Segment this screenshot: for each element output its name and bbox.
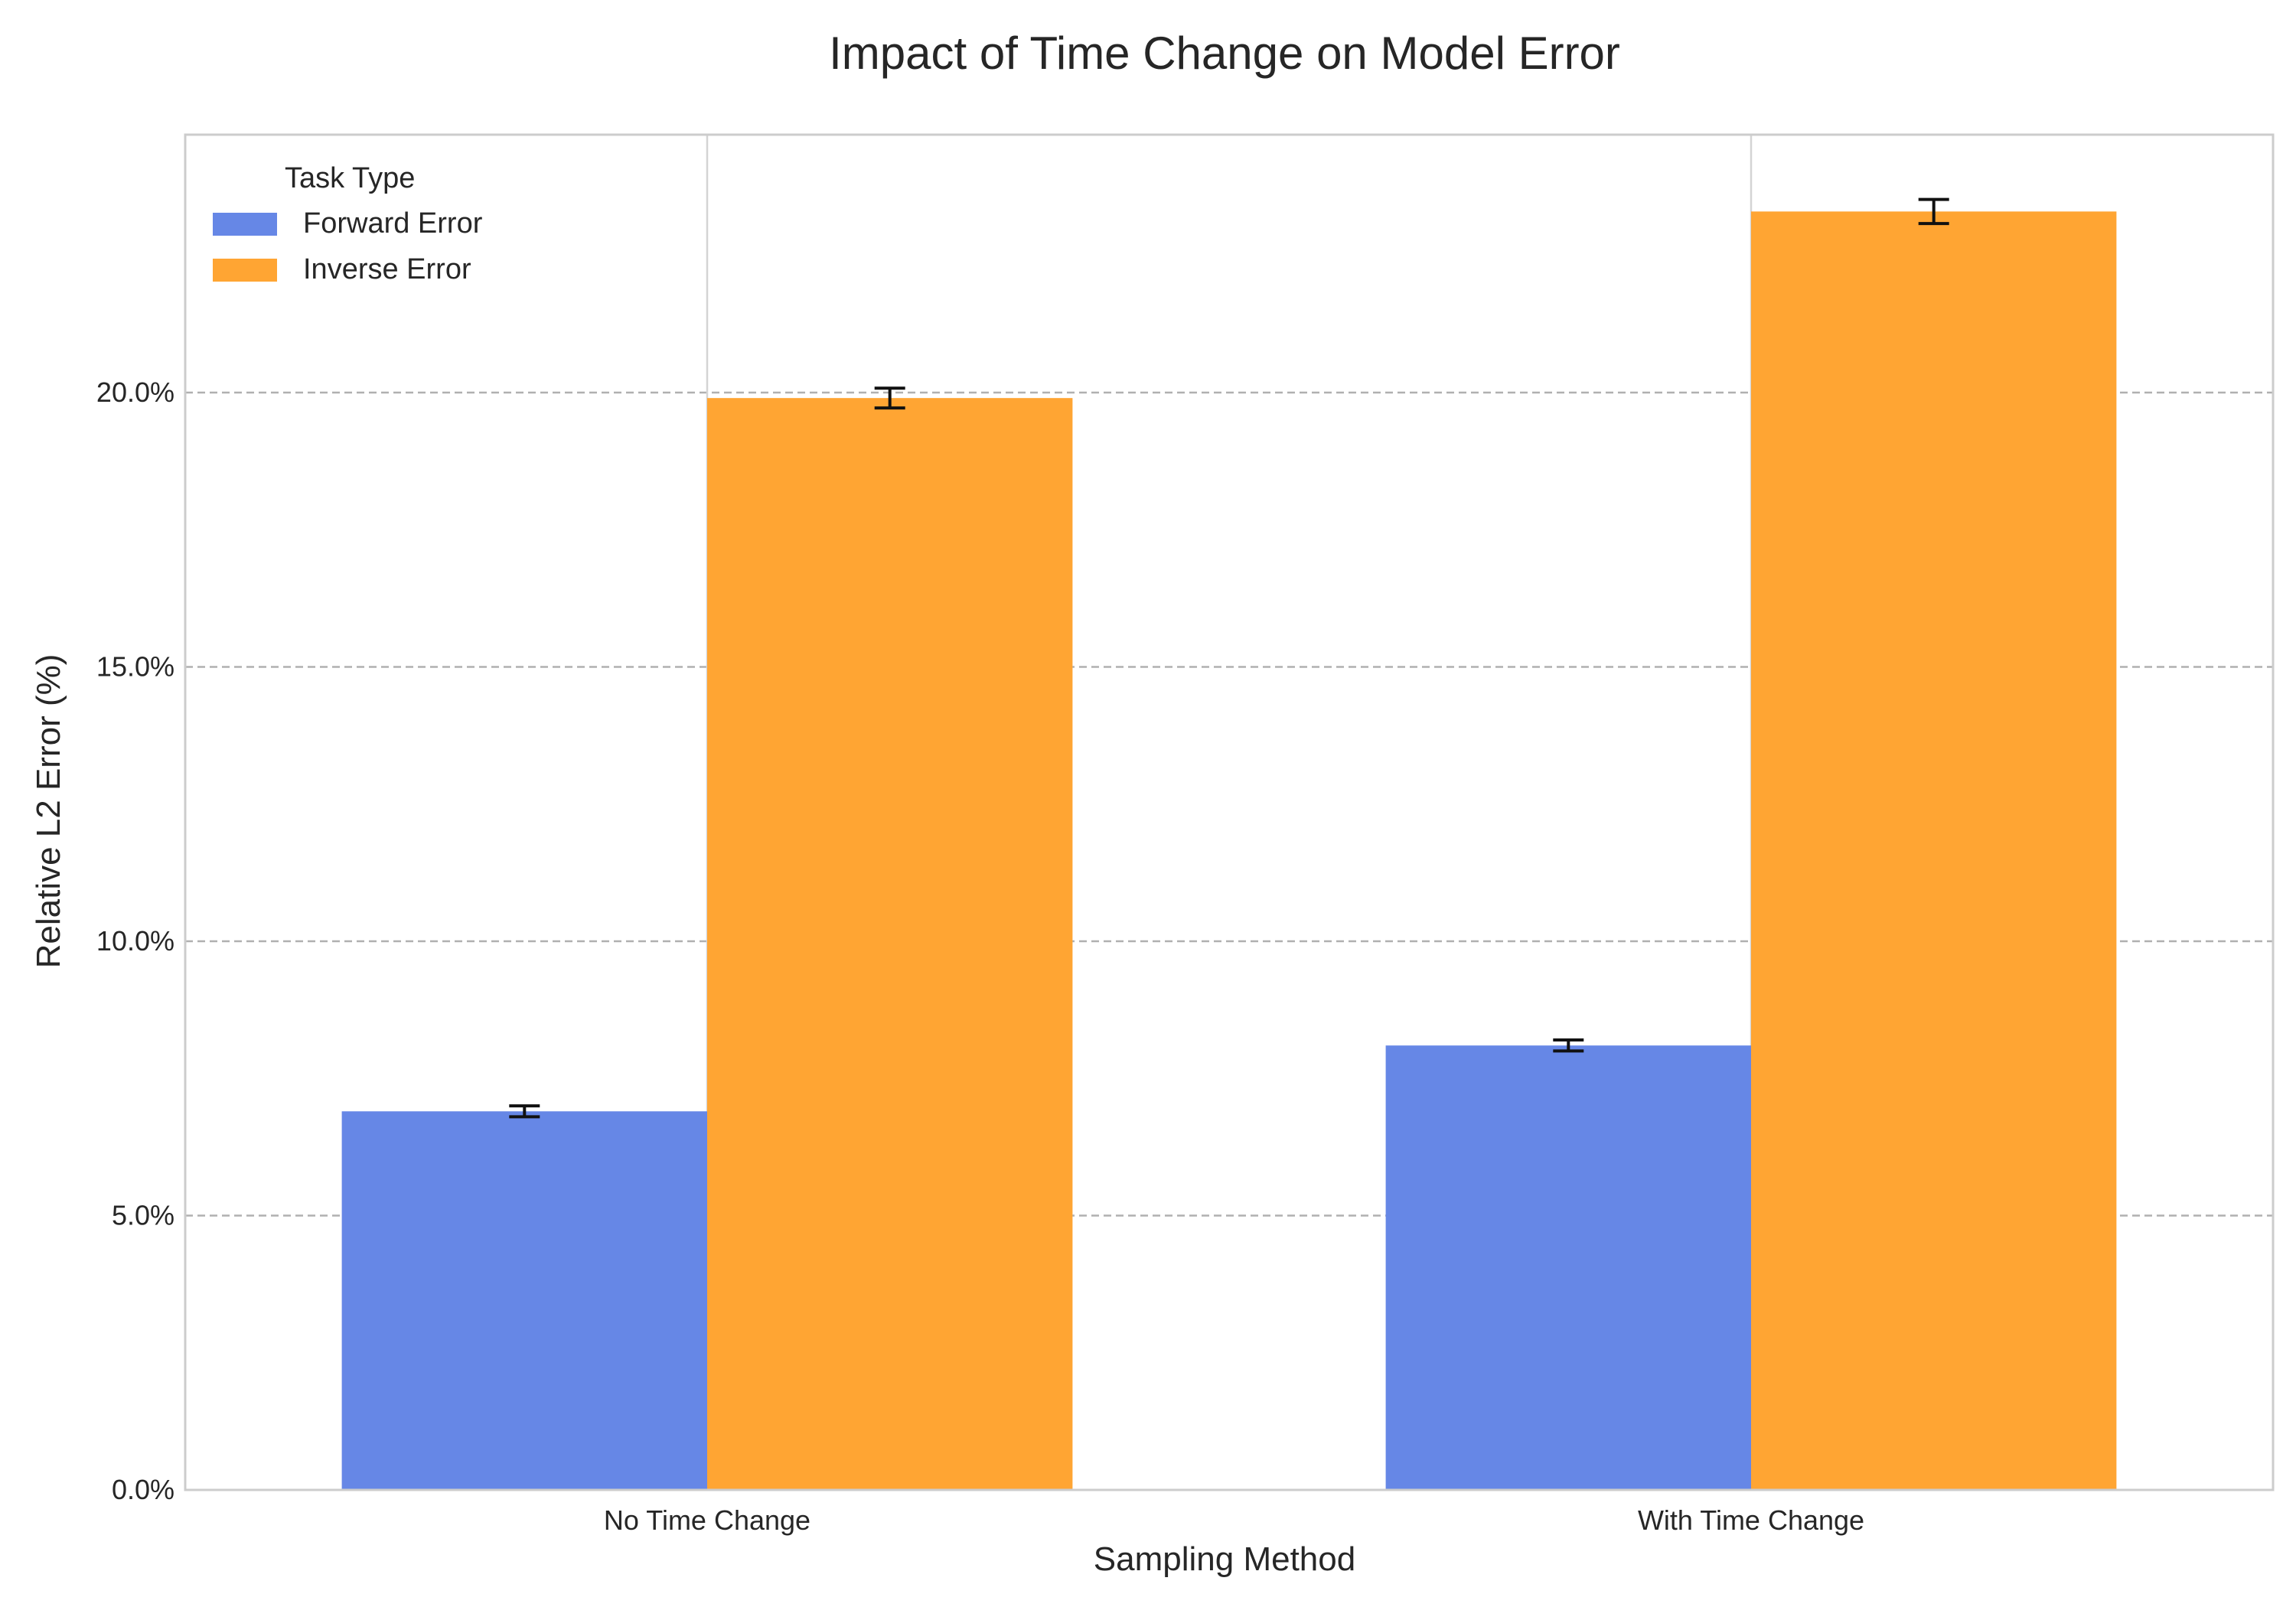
bar-inverse-error	[707, 398, 1073, 1491]
y-axis-ticks: 0.0% 5.0% 10.0% 15.0% 20.0%	[96, 376, 174, 1505]
x-tick-label: No Time Change	[604, 1504, 810, 1536]
legend-label-forward-error: Forward Error	[303, 207, 483, 240]
chart-title: Impact of Time Change on Model Error	[829, 28, 1620, 79]
error-bars	[509, 197, 1949, 1119]
legend-label-inverse-error: Inverse Error	[303, 253, 471, 285]
y-tick-label: 20.0%	[96, 376, 174, 408]
plot-frame	[184, 133, 2275, 1491]
legend-title: Task Type	[285, 162, 415, 194]
legend: Task Type Forward Error Inverse Error	[213, 162, 483, 285]
y-tick-label: 15.0%	[96, 650, 174, 682]
bar-forward-error	[1385, 1045, 1751, 1490]
y-axis-label: Relative L2 Error (%)	[30, 654, 67, 969]
legend-swatch-inverse-error	[213, 259, 277, 282]
x-axis-ticks: No Time Change With Time Change	[604, 1504, 1864, 1536]
bar-inverse-error	[1751, 211, 2117, 1490]
legend-swatch-forward-error	[213, 213, 277, 236]
y-tick-label: 5.0%	[112, 1199, 174, 1231]
bars	[341, 211, 2117, 1491]
x-tick-label: With Time Change	[1638, 1504, 1864, 1536]
x-axis-label: Sampling Method	[1094, 1540, 1355, 1578]
y-tick-label: 0.0%	[112, 1474, 174, 1505]
y-tick-label: 10.0%	[96, 925, 174, 957]
bar-forward-error	[341, 1111, 707, 1490]
